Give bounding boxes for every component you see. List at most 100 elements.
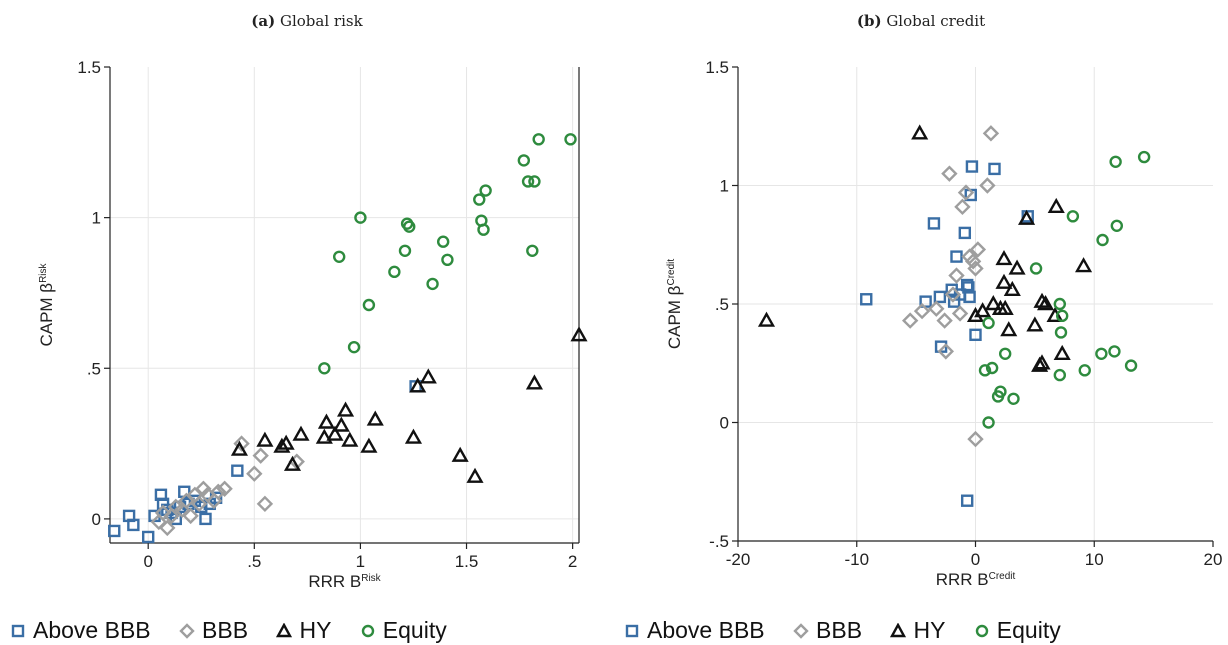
point-bbb [948, 267, 965, 284]
point-hy [1018, 209, 1036, 225]
point-equity [354, 211, 367, 224]
point-hy [360, 437, 378, 453]
x-axis-title: RRR BRisk [308, 572, 381, 591]
x-tick-label: -20 [726, 550, 751, 569]
point-equity [521, 175, 535, 188]
y-tick-label: -.5 [709, 532, 729, 551]
y-tick-label: 1 [92, 209, 101, 228]
x-axis-title: RRR BCredit [936, 570, 1016, 589]
point-hy [995, 273, 1013, 289]
point-hy [283, 455, 302, 471]
point-hy [315, 428, 333, 444]
point-equity [564, 133, 577, 146]
point-equity [1124, 359, 1138, 372]
point-bbb [937, 343, 955, 360]
point-bbb [901, 312, 919, 329]
point-above-bbb [963, 290, 976, 304]
point-bbb [913, 302, 931, 320]
y-tick-label: .5 [87, 359, 101, 378]
point-hy [1003, 280, 1021, 296]
chart-title-b: (b) Global credit [856, 12, 986, 30]
point-hy [326, 425, 344, 441]
point-bbb [941, 165, 958, 182]
point-bbb [182, 507, 199, 525]
point-equity [1095, 347, 1108, 360]
point-above-bbb [860, 293, 873, 306]
point-bbb [944, 286, 962, 303]
point-above-bbb [199, 512, 212, 526]
point-bbb [979, 177, 996, 194]
point-equity [388, 265, 401, 279]
point-hy [996, 299, 1014, 315]
point-bbb [967, 430, 984, 448]
point-equity [1055, 309, 1069, 323]
point-above-bbb [933, 290, 947, 304]
point-above-bbb [231, 464, 244, 477]
x-tick-label: 1 [356, 552, 365, 571]
point-hy [1033, 354, 1051, 370]
point-hy [1026, 316, 1044, 332]
y-tick-label: 1.5 [77, 58, 101, 77]
point-equity [426, 277, 439, 291]
point-equity [1110, 219, 1124, 232]
point-hy [911, 124, 929, 140]
point-hy [1037, 295, 1055, 311]
point-equity [994, 385, 1007, 398]
point-equity [473, 193, 486, 206]
point-bbb [964, 253, 982, 270]
point-equity [1096, 233, 1109, 247]
point-above-bbb [141, 530, 155, 544]
legend-item-hy: HY [890, 617, 945, 644]
point-hy [273, 437, 291, 453]
point-hy [984, 295, 1002, 311]
point-bbb [195, 480, 212, 497]
point-hy [404, 428, 423, 444]
point-bbb [210, 483, 227, 500]
point-hy [1075, 257, 1093, 273]
point-above-bbb [950, 250, 963, 263]
point-above-bbb [127, 518, 140, 532]
y-tick-label: .5 [715, 295, 729, 314]
point-above-bbb [927, 217, 941, 230]
y-axis-title: CAPM βRisk [37, 262, 56, 346]
point-equity [1029, 262, 1043, 275]
point-hy [409, 377, 427, 393]
point-above-bbb [1021, 210, 1034, 223]
point-bbb [159, 519, 176, 537]
legend-item-above-bbb: Above BBB [624, 617, 765, 644]
legend-item-equity: Equity [360, 617, 447, 644]
point-bbb [954, 198, 971, 216]
point-hy [230, 440, 249, 456]
point-bbb [216, 480, 233, 497]
point-above-bbb [960, 494, 974, 507]
x-tick-label: 20 [1204, 550, 1223, 569]
point-equity [982, 316, 995, 330]
point-equity [477, 223, 490, 236]
point-equity [479, 184, 492, 197]
point-hy [332, 416, 350, 432]
point-bbb [190, 495, 208, 513]
point-above-bbb [108, 524, 121, 538]
point-hy [337, 401, 355, 417]
legend-b: Above BBB BBB HY Equity [624, 617, 1083, 645]
scatter-plot-global-risk: 0 .5 1 1.5 2 0 .5 1 1.5 RRR BRisk CAPM βRisk [37, 58, 588, 591]
point-hy [1053, 344, 1071, 360]
point-bbb [233, 435, 250, 452]
point-bbb [967, 260, 984, 277]
x-tick-label: 1.5 [455, 552, 479, 571]
y-axis-title: CAPM βCredit [665, 259, 684, 350]
point-equity [1053, 297, 1067, 311]
point-above-bbb [969, 328, 982, 342]
point-equity [403, 220, 416, 233]
point-hy [451, 446, 469, 462]
legend-item-bbb: BBB [179, 617, 248, 644]
point-hy [317, 413, 336, 429]
point-equity [517, 154, 531, 167]
x-tick-label: 0 [143, 552, 152, 571]
y-tick-label: 0 [92, 510, 101, 529]
y-tick-label: 1.5 [705, 58, 729, 77]
point-equity [1053, 368, 1067, 382]
point-equity [1108, 345, 1121, 358]
point-equity [1109, 155, 1122, 169]
point-bbb [246, 465, 263, 482]
